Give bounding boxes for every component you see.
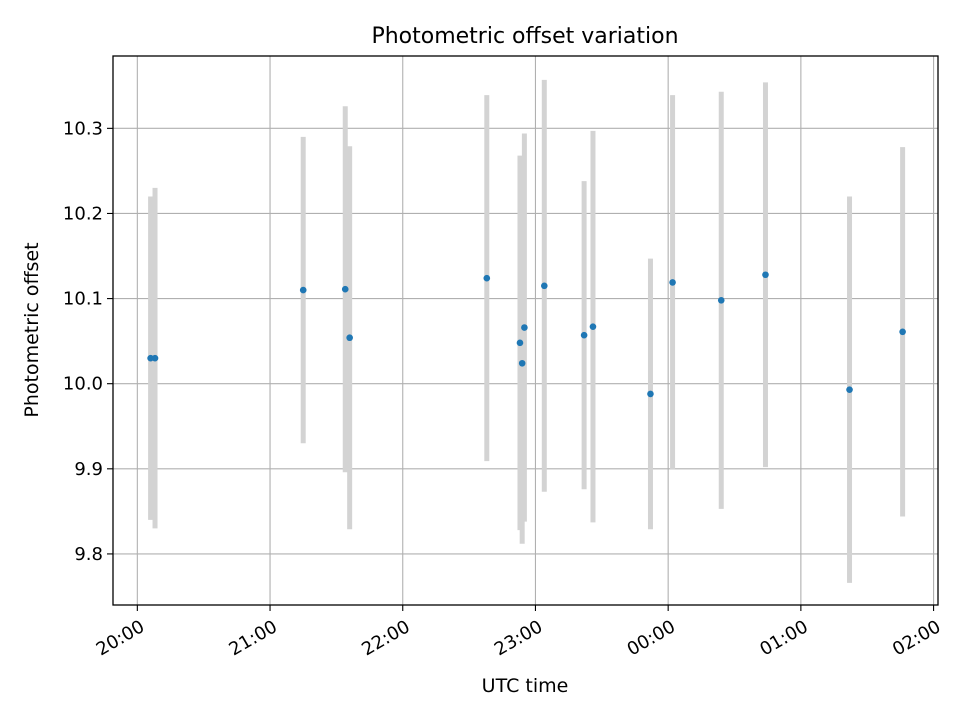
x-tick-label: 21:00 bbox=[226, 616, 281, 660]
x-axis-ticks: 20:00 21:00 22:00 23:00 00:00 01:00 02:00 bbox=[93, 605, 944, 660]
chart-title: Photometric offset variation bbox=[371, 24, 678, 49]
data-point bbox=[541, 282, 548, 290]
data-point bbox=[717, 296, 725, 304]
y-tick-label: 9.8 bbox=[74, 544, 103, 565]
data-points bbox=[147, 271, 906, 398]
data-point bbox=[762, 271, 769, 279]
y-tick-label: 10.0 bbox=[63, 374, 103, 395]
data-point bbox=[580, 331, 588, 339]
y-axis-label: Photometric offset bbox=[21, 242, 43, 417]
data-point bbox=[846, 386, 853, 393]
x-tick-label: 02:00 bbox=[889, 616, 944, 660]
data-point bbox=[669, 279, 676, 286]
data-point bbox=[521, 324, 528, 331]
x-tick-label: 20:00 bbox=[93, 616, 148, 660]
plot-frame bbox=[112, 55, 939, 606]
y-axis-ticks: 9.8 9.9 10.0 10.1 10.2 10.3 bbox=[63, 118, 113, 565]
data-point bbox=[346, 334, 353, 342]
y-tick-label: 9.9 bbox=[74, 459, 103, 480]
data-point bbox=[341, 285, 349, 293]
x-tick-label: 22:00 bbox=[358, 616, 413, 660]
x-axis-label: UTC time bbox=[482, 675, 569, 697]
data-point bbox=[516, 339, 524, 347]
data-point bbox=[518, 359, 526, 367]
x-tick-label: 23:00 bbox=[491, 616, 546, 660]
y-tick-label: 10.1 bbox=[63, 289, 103, 310]
x-tick-label: 00:00 bbox=[624, 616, 679, 660]
x-tick-label: 01:00 bbox=[756, 616, 811, 660]
data-point bbox=[589, 323, 597, 330]
y-tick-label: 10.2 bbox=[63, 203, 103, 224]
data-point bbox=[483, 274, 491, 282]
y-tick-label: 10.3 bbox=[63, 118, 103, 139]
data-point bbox=[151, 354, 159, 362]
data-point bbox=[899, 328, 906, 336]
data-point bbox=[647, 390, 654, 398]
data-point bbox=[299, 286, 307, 294]
